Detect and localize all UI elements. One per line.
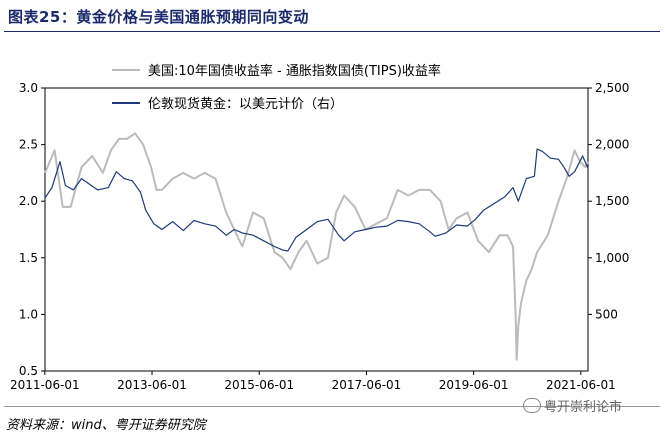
watermark: 粤开崇利论市	[523, 396, 622, 415]
y-left-tick-label: 2.5	[19, 138, 38, 152]
plot-frame	[44, 87, 589, 372]
y-left-tick-label: 0.5	[19, 364, 38, 378]
y-right-tick-label: 500	[595, 307, 618, 321]
figure-title: 图表25：黄金价格与美国通胀预期同向变动	[8, 8, 309, 26]
y-left-tick-label: 1.0	[19, 307, 38, 321]
y-axis-right-ticks: 500 1,000 1,500 2,000 2,500	[588, 81, 629, 321]
x-tick-label: 2019-06-01	[439, 378, 509, 392]
y-right-tick-label: 2,000	[595, 138, 629, 152]
y-left-tick-label: 3.0	[19, 81, 38, 95]
watermark-text: 粤开崇利论市	[544, 400, 623, 415]
y-left-tick-label: 2.0	[19, 194, 38, 208]
y-right-tick-label: 1,500	[595, 194, 629, 208]
series-lines	[44, 132, 589, 361]
legend: 美国:10年国债收益率 - 通胀指数国债(TIPS)收益率 伦敦现货黄金：以美元…	[112, 63, 441, 112]
wechat-icon	[523, 398, 541, 413]
x-tick-label: 2017-06-01	[332, 378, 402, 392]
series-line-gold	[44, 148, 589, 252]
legend-label-gold: 伦敦现货黄金：以美元计价（右）	[148, 96, 343, 112]
series-line-tips	[44, 132, 589, 361]
footer-rule	[4, 406, 660, 407]
y-left-tick-label: 1.5	[19, 251, 38, 265]
y-right-tick-label: 1,000	[595, 251, 629, 265]
y-right-tick-label: 2,500	[595, 81, 629, 95]
legend-label-tips: 美国:10年国债收益率 - 通胀指数国债(TIPS)收益率	[148, 63, 441, 79]
x-tick-label: 2011-06-01	[10, 378, 80, 392]
source-note: 资料来源：wind、粤开证券研究院	[6, 418, 206, 433]
x-tick-label: 2015-06-01	[224, 378, 294, 392]
x-axis-ticks: 2011-06-01 2013-06-01 2015-06-01 2017-06-01…	[10, 371, 616, 392]
y-axis-left-ticks: 0.5 1.0 1.5 2.0 2.5 3.0	[19, 81, 45, 378]
x-tick-label: 2021-06-01	[546, 378, 616, 392]
x-tick-label: 2013-06-01	[117, 378, 187, 392]
title-rule	[4, 31, 660, 32]
